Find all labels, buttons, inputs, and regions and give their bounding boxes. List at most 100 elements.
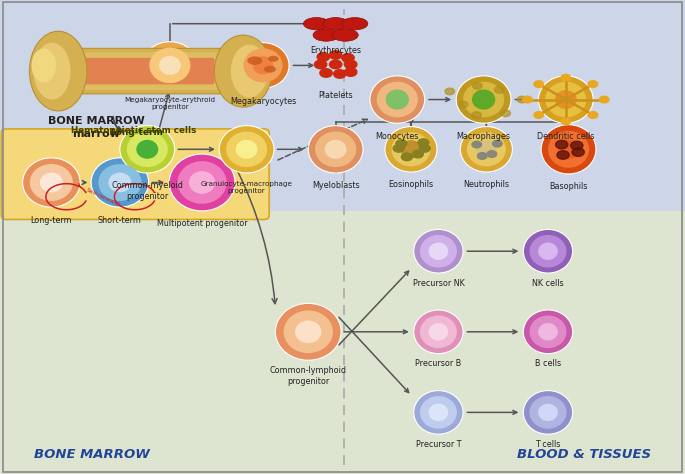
Text: Megakaryocyte-erythroid
progenitor: Megakaryocyte-erythroid progenitor: [124, 97, 216, 110]
Circle shape: [329, 51, 342, 59]
Ellipse shape: [429, 404, 448, 421]
Circle shape: [320, 69, 332, 77]
Ellipse shape: [268, 56, 279, 62]
Ellipse shape: [108, 173, 132, 192]
Ellipse shape: [325, 140, 347, 159]
Ellipse shape: [303, 18, 329, 30]
Ellipse shape: [120, 126, 175, 173]
Ellipse shape: [420, 396, 457, 428]
Text: BONE MARROW: BONE MARROW: [47, 116, 145, 126]
Ellipse shape: [127, 132, 168, 167]
Text: Monocytes: Monocytes: [375, 132, 419, 141]
Ellipse shape: [177, 161, 227, 204]
Ellipse shape: [313, 29, 339, 41]
Ellipse shape: [30, 164, 73, 201]
Ellipse shape: [472, 90, 495, 109]
Text: Erythrocytes: Erythrocytes: [310, 46, 361, 55]
Ellipse shape: [136, 140, 158, 159]
Circle shape: [588, 81, 598, 87]
Ellipse shape: [538, 323, 558, 340]
Ellipse shape: [414, 391, 463, 434]
Text: Eosinophils: Eosinophils: [388, 180, 434, 189]
Ellipse shape: [295, 320, 321, 343]
Ellipse shape: [548, 131, 589, 168]
Circle shape: [334, 70, 346, 78]
Text: Long-term: Long-term: [31, 216, 72, 225]
Text: Granulocyte-macrophage
progenitor: Granulocyte-macrophage progenitor: [201, 181, 292, 194]
Ellipse shape: [149, 48, 190, 83]
Ellipse shape: [420, 235, 457, 267]
Ellipse shape: [226, 132, 267, 167]
Text: Short-term: Short-term: [98, 216, 142, 225]
Text: B cells: B cells: [535, 359, 561, 368]
Ellipse shape: [275, 303, 341, 360]
Ellipse shape: [219, 126, 274, 173]
Text: Hematopoietic stem cells: Hematopoietic stem cells: [71, 126, 197, 135]
Ellipse shape: [236, 140, 258, 159]
Circle shape: [317, 53, 329, 61]
Ellipse shape: [332, 29, 358, 41]
Ellipse shape: [530, 316, 566, 348]
Ellipse shape: [523, 229, 573, 273]
Ellipse shape: [253, 56, 273, 74]
Text: Self-renewal: Self-renewal: [86, 188, 121, 208]
Text: BLOOD & TISSUES: BLOOD & TISSUES: [516, 448, 651, 461]
Circle shape: [557, 151, 569, 159]
Ellipse shape: [466, 132, 506, 166]
Ellipse shape: [473, 90, 495, 109]
Ellipse shape: [98, 164, 141, 201]
Ellipse shape: [401, 140, 421, 158]
Circle shape: [561, 118, 571, 125]
Text: Precursor B: Precursor B: [415, 359, 462, 368]
Circle shape: [419, 145, 430, 152]
Text: Multipotent progenitor: Multipotent progenitor: [157, 219, 247, 228]
Text: Myeloblasts: Myeloblasts: [312, 181, 360, 190]
Circle shape: [517, 96, 527, 103]
Ellipse shape: [169, 154, 235, 211]
Ellipse shape: [377, 82, 418, 117]
Ellipse shape: [284, 310, 333, 353]
Ellipse shape: [23, 158, 80, 207]
Ellipse shape: [315, 132, 356, 167]
Circle shape: [472, 141, 482, 148]
Ellipse shape: [323, 18, 349, 30]
Ellipse shape: [523, 391, 573, 434]
Ellipse shape: [429, 243, 448, 260]
Ellipse shape: [385, 127, 437, 172]
Circle shape: [487, 151, 497, 157]
Ellipse shape: [545, 82, 586, 117]
Ellipse shape: [159, 56, 181, 75]
Ellipse shape: [420, 316, 457, 348]
Text: BONE MARROW: BONE MARROW: [34, 448, 150, 461]
Text: Precursor T: Precursor T: [416, 440, 461, 449]
Circle shape: [588, 112, 598, 118]
Text: Long-term: Long-term: [110, 128, 164, 137]
Ellipse shape: [538, 243, 558, 260]
Ellipse shape: [414, 229, 463, 273]
Ellipse shape: [538, 404, 558, 421]
Text: NK cells: NK cells: [532, 279, 564, 288]
Ellipse shape: [414, 310, 463, 354]
Circle shape: [345, 68, 357, 76]
FancyBboxPatch shape: [0, 0, 685, 220]
Text: Common-myeloid
progenitor: Common-myeloid progenitor: [112, 181, 183, 201]
Circle shape: [561, 74, 571, 81]
Circle shape: [342, 54, 354, 62]
Text: Neutrophils: Neutrophils: [463, 180, 510, 189]
Text: Macrophages: Macrophages: [457, 132, 510, 141]
Circle shape: [329, 60, 342, 69]
Circle shape: [556, 140, 568, 149]
Circle shape: [396, 140, 407, 147]
Ellipse shape: [370, 76, 425, 123]
Text: Precursor NK: Precursor NK: [412, 279, 464, 288]
Text: marrow: marrow: [72, 129, 120, 139]
Ellipse shape: [247, 56, 262, 65]
Circle shape: [534, 81, 543, 87]
Text: T cells: T cells: [535, 440, 561, 449]
Circle shape: [445, 88, 455, 95]
Circle shape: [493, 140, 502, 147]
Ellipse shape: [558, 139, 580, 159]
Circle shape: [401, 153, 412, 161]
Circle shape: [534, 112, 543, 118]
Ellipse shape: [476, 140, 497, 158]
